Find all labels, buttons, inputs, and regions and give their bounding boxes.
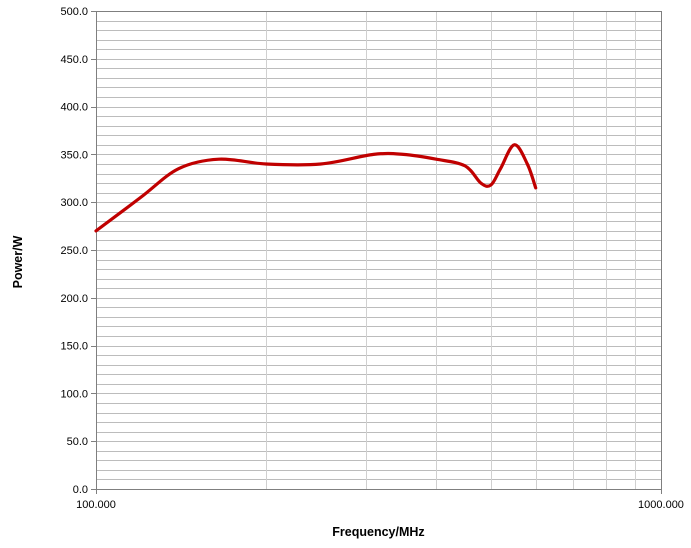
- y-axis-title: Power/W: [11, 235, 25, 288]
- y-tick-label: 50.0: [67, 436, 88, 448]
- y-tick-label: 250.0: [60, 245, 88, 257]
- plot-area: [96, 11, 662, 490]
- y-tick-label: 350.0: [60, 149, 88, 161]
- power-series-line: [94, 143, 538, 233]
- y-tick-label: 150.0: [60, 341, 88, 353]
- grid-lines: [96, 11, 661, 490]
- x-tick-label: 1000.000: [638, 499, 684, 511]
- x-axis-title: Frequency/MHz: [332, 525, 424, 539]
- y-tick-label: 450.0: [60, 54, 88, 66]
- x-tick-label: 100.000: [76, 499, 116, 511]
- tick-labels: 0.0 50.0 100.0 150.0 200.0 250.0 300.0 350.0 400…: [60, 6, 683, 511]
- y-tick-label: 400.0: [60, 102, 88, 114]
- y-tick-label: 500.0: [60, 6, 88, 18]
- y-tick-label: 200.0: [60, 293, 88, 305]
- y-tick-label: 100.0: [60, 388, 88, 400]
- y-tick-label: 300.0: [60, 197, 88, 209]
- y-tick-label: 0.0: [73, 484, 88, 496]
